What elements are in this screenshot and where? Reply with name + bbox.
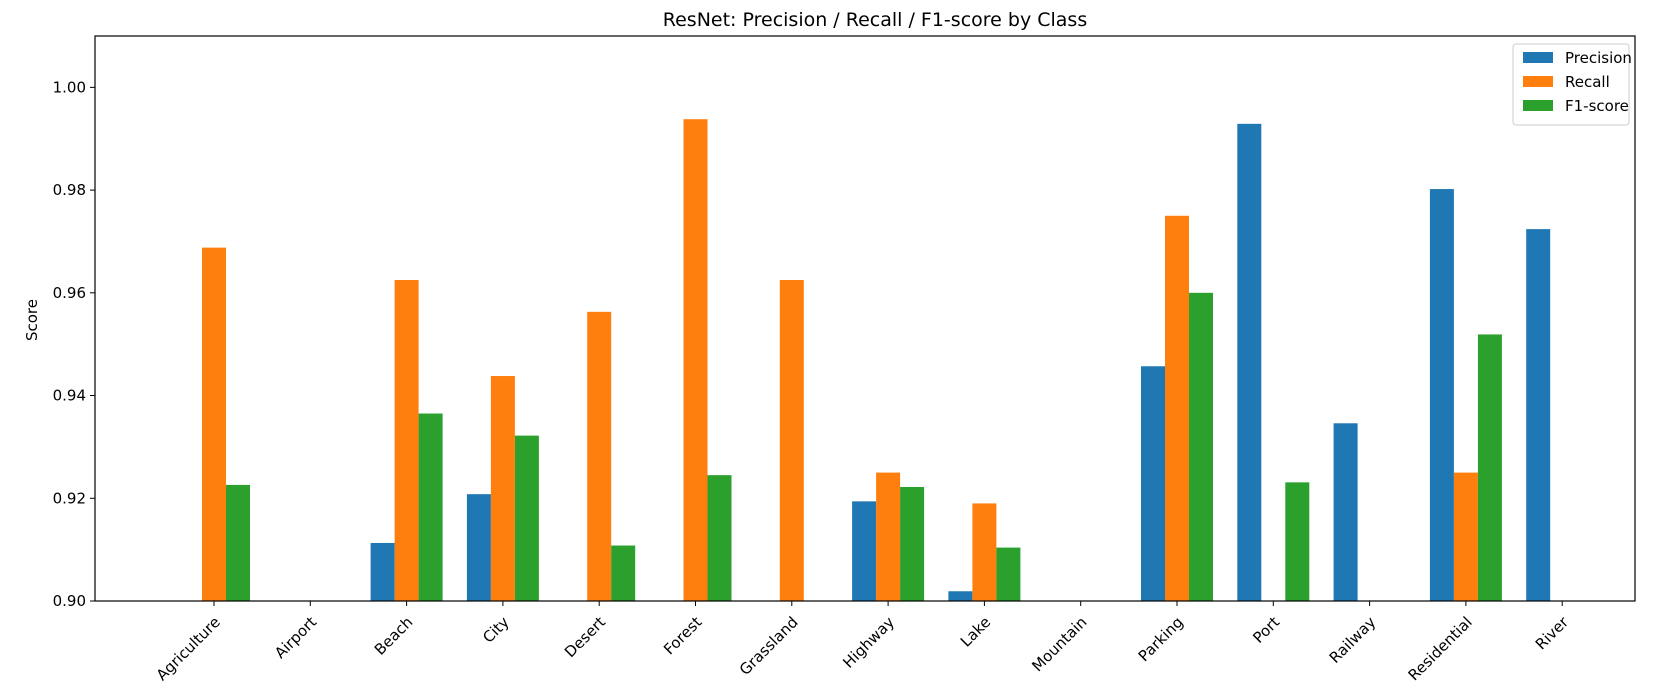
- bar-precision: [466, 494, 491, 601]
- bars: [202, 119, 1551, 602]
- bar-precision: [1141, 366, 1165, 601]
- legend-label: Precision: [1565, 49, 1632, 67]
- x-tick-label: Residential: [1405, 613, 1476, 684]
- bar-precision: [1429, 189, 1454, 601]
- legend-swatch-recall: [1523, 76, 1553, 87]
- bar-precision: [1333, 423, 1358, 601]
- bar-precision: [370, 542, 395, 601]
- bar-recall: [779, 279, 804, 601]
- y-tick-label: 0.92: [53, 489, 86, 507]
- chart-title: ResNet: Precision / Recall / F1-score by…: [663, 9, 1087, 31]
- x-axis: Agriculture Airport Beach City Desert Forest G…: [153, 601, 1573, 684]
- x-tick-label: Port: [1249, 613, 1283, 647]
- bar-f1-score: [707, 475, 732, 601]
- x-tick-label: Mountain: [1028, 613, 1090, 675]
- x-tick-label: Desert: [561, 613, 609, 661]
- bar-f1-score: [418, 413, 443, 601]
- bar-recall: [876, 472, 901, 601]
- bar-f1-score: [1189, 292, 1213, 601]
- bar-precision: [1526, 229, 1551, 602]
- bar-recall: [683, 119, 708, 601]
- bar-recall: [972, 503, 997, 601]
- bar-recall: [394, 279, 419, 601]
- bar-f1-score: [611, 545, 636, 601]
- bar-precision: [1237, 123, 1262, 601]
- x-tick-label: Forest: [660, 613, 705, 658]
- plot-frame: [94, 35, 1636, 602]
- legend-swatch-f1-score: [1523, 100, 1553, 111]
- legend-label: Recall: [1565, 73, 1610, 91]
- x-tick-label: River: [1532, 613, 1573, 654]
- x-tick-label: Agriculture: [153, 613, 224, 684]
- x-tick-label: Railway: [1326, 613, 1380, 667]
- x-tick-label: Highway: [839, 613, 898, 672]
- y-tick-label: 1.00: [53, 78, 86, 96]
- y-tick-label: 0.94: [53, 387, 86, 405]
- bar-recall: [1453, 472, 1478, 601]
- bar-f1-score: [1477, 334, 1502, 601]
- legend-label: F1-score: [1565, 97, 1629, 115]
- x-tick-label: Airport: [271, 613, 320, 662]
- bar-recall: [490, 376, 515, 601]
- x-tick-label: Grassland: [736, 613, 802, 679]
- legend-swatch-precision: [1523, 52, 1553, 63]
- bar-f1-score: [1285, 482, 1310, 601]
- x-tick-label: Beach: [371, 613, 417, 659]
- y-axis-label: Score: [23, 299, 41, 341]
- bar-recall: [1165, 215, 1189, 602]
- bar-recall: [587, 311, 612, 601]
- legend: Precision Recall F1-score: [1512, 43, 1632, 126]
- x-tick-label: Parking: [1135, 613, 1187, 665]
- y-axis: 0.90 0.92 0.94 0.96 0.98 1.00: [53, 78, 95, 610]
- bar-precision: [948, 591, 973, 601]
- bar-f1-score: [514, 435, 539, 601]
- y-tick-label: 0.98: [53, 181, 86, 199]
- y-tick-label: 0.96: [53, 284, 86, 302]
- bar-precision: [852, 501, 877, 601]
- x-tick-label: Lake: [957, 613, 994, 650]
- bar-f1-score: [226, 484, 250, 601]
- x-tick-label: City: [479, 613, 513, 647]
- bar-recall: [202, 247, 226, 602]
- bar-f1-score: [996, 547, 1021, 601]
- bar-f1-score: [900, 486, 925, 601]
- y-tick-label: 0.90: [53, 592, 86, 610]
